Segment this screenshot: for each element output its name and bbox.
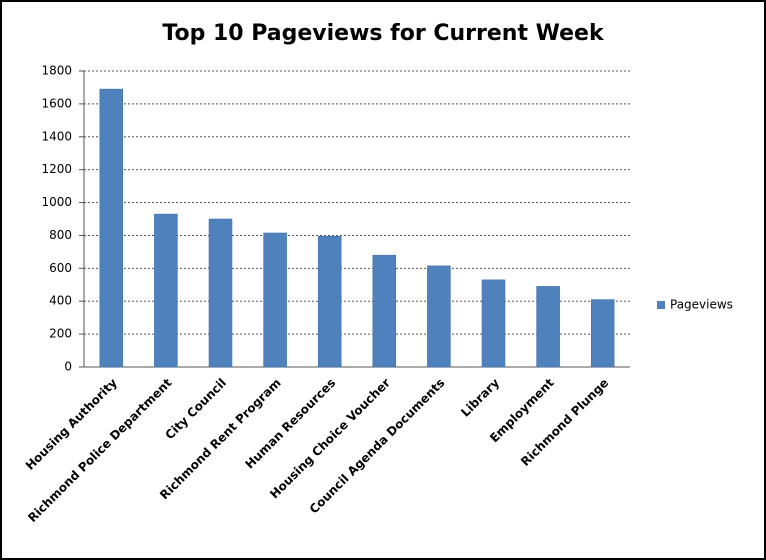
legend-label: Pageviews — [670, 298, 733, 312]
y-tick-label: 1000 — [41, 195, 72, 209]
y-tick-label: 0 — [64, 360, 72, 374]
bar — [208, 218, 233, 368]
bar — [372, 254, 397, 368]
y-tick-label: 1600 — [41, 96, 72, 110]
bar — [536, 286, 560, 368]
bar — [481, 279, 506, 368]
chart-title: Top 10 Pageviews for Current Week — [162, 21, 605, 46]
y-tick-label: 1400 — [41, 129, 72, 143]
y-tick-label: 600 — [49, 261, 72, 275]
y-tick-label: 200 — [49, 327, 72, 341]
bar — [590, 299, 615, 368]
legend-swatch — [657, 301, 665, 309]
bar — [154, 213, 178, 368]
bar — [317, 236, 342, 368]
bar — [99, 88, 124, 368]
y-tick-label: 400 — [49, 294, 72, 308]
y-tick-label: 1800 — [41, 64, 72, 78]
y-tick-label: 800 — [49, 228, 72, 242]
bar — [427, 265, 451, 368]
bar — [263, 232, 287, 368]
y-tick-label: 1200 — [41, 162, 72, 176]
